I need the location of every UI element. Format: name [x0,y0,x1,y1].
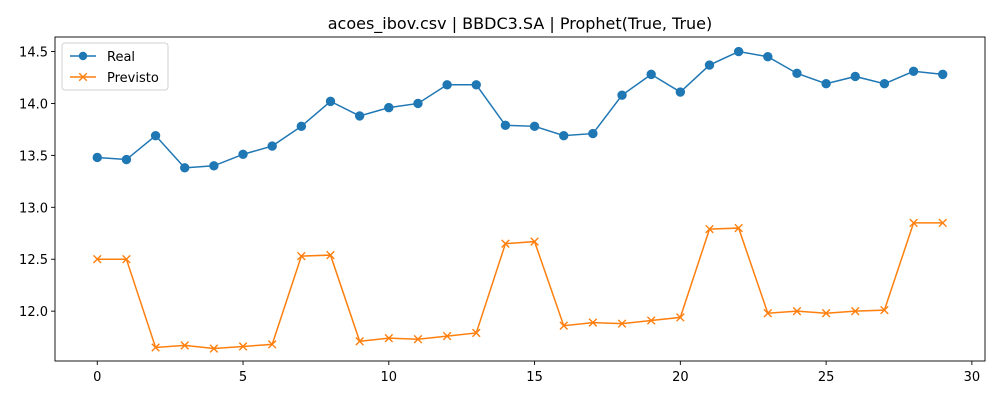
data-point-real [384,102,394,113]
y-tick-label: 12.0 [19,305,48,320]
data-point-real [938,69,948,80]
data-point-previsto [938,218,948,228]
data-point-real [442,80,452,90]
data-point-real [646,69,656,80]
data-point-real [821,79,831,89]
data-point-real [180,163,190,173]
data-point-real [879,79,890,89]
data-point-previsto [238,342,248,351]
legend-marker [78,51,88,61]
data-point-previsto [530,237,539,246]
data-point-real [325,96,336,107]
series-line-previsto [97,222,943,350]
data-point-previsto [734,223,743,233]
data-point-real [617,90,627,100]
series-real [92,46,948,173]
data-point-previsto [209,344,219,353]
data-point-real [850,71,860,82]
data-point-real [588,128,598,139]
data-point-previsto [151,343,160,352]
legend-marker [78,72,88,82]
data-point-real [296,121,307,132]
data-point-previsto [180,341,190,350]
data-point-previsto [413,334,423,344]
data-point-real [763,52,773,62]
legend-item-real: Real [70,50,135,65]
series-line-real [97,50,943,169]
data-point-previsto [442,331,452,341]
data-point-previsto [850,306,860,316]
data-point-previsto [471,328,481,338]
x-tick-label: 5 [239,370,247,385]
plot-area: 0 5 10 15 20 25 30 12.0 12.5 13.0 13.5 14.0 14.5 [19,36,986,385]
x-tick-label: 25 [818,370,835,385]
data-point-real [267,141,277,151]
y-tick-label: 14.5 [19,46,48,61]
data-point-previsto [326,250,335,260]
x-tick-label: 10 [381,370,398,385]
x-tick-label: 20 [672,370,689,385]
y-tick-label: 12.5 [19,253,48,268]
data-point-real [500,120,511,130]
data-point-previsto [501,239,510,248]
x-tick-label: 30 [964,370,981,385]
legend-label: Real [107,50,135,65]
data-point-previsto [646,316,656,325]
data-point-real [559,130,569,141]
data-point-previsto [355,336,364,346]
data-point-previsto [92,254,102,264]
y-tick-label: 14.0 [19,97,48,112]
data-point-previsto [122,254,131,264]
data-point-real [908,66,919,76]
data-point-previsto [676,313,685,322]
data-point-real [238,149,248,160]
chart-title: acoes_ibov.csv | BBDC3.SA | Prophet(True… [328,14,713,34]
data-point-real [121,154,132,165]
y-tick-label: 13.5 [19,149,48,164]
x-tick-label: 0 [93,370,101,385]
legend-label: Previsto [107,71,159,86]
data-point-previsto [559,321,569,330]
legend-item-previsto: Previsto [70,71,159,86]
data-point-real [150,130,161,141]
data-point-previsto [617,319,627,328]
data-point-real [209,161,219,171]
data-point-real [471,80,481,90]
data-point-previsto [763,308,773,318]
data-point-real [354,111,365,121]
data-point-real [92,152,102,163]
y-tick-label: 13.0 [19,201,48,216]
series-previsto [92,218,948,353]
data-point-previsto [297,251,306,261]
legend: Real Previsto [61,42,169,91]
data-point-real [733,46,744,57]
data-point-previsto [821,308,831,318]
data-point-previsto [909,218,918,228]
data-point-real [675,87,686,97]
x-tick-label: 15 [526,370,543,385]
data-point-previsto [588,318,598,327]
legend-box [61,42,169,91]
data-point-real [529,121,540,132]
data-point-previsto [792,306,802,316]
data-point-previsto [384,333,394,343]
data-point-previsto [705,224,714,234]
data-point-real [413,98,423,109]
axes-frame [54,36,986,362]
data-point-real [792,68,802,79]
data-point-previsto [267,340,277,349]
data-point-previsto [880,305,889,315]
data-point-real [704,60,715,70]
